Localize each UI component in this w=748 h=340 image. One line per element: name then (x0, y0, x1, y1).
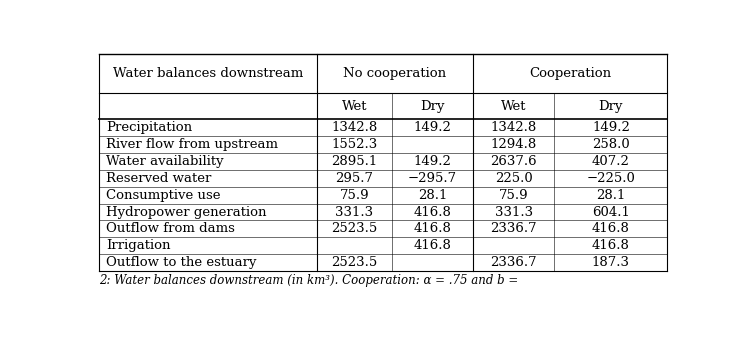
Text: −225.0: −225.0 (586, 172, 635, 185)
Text: 2336.7: 2336.7 (491, 256, 537, 269)
Text: Reserved water: Reserved water (106, 172, 212, 185)
Text: −295.7: −295.7 (408, 172, 457, 185)
Text: Wet: Wet (501, 100, 527, 113)
Text: 1342.8: 1342.8 (331, 121, 378, 134)
Text: 2637.6: 2637.6 (491, 155, 537, 168)
Text: 416.8: 416.8 (414, 239, 452, 252)
Text: Dry: Dry (420, 100, 445, 113)
Text: 187.3: 187.3 (592, 256, 630, 269)
Text: 1342.8: 1342.8 (491, 121, 537, 134)
Text: Wet: Wet (342, 100, 367, 113)
Text: 416.8: 416.8 (414, 222, 452, 235)
Text: Hydropower generation: Hydropower generation (106, 206, 267, 219)
Text: 258.0: 258.0 (592, 138, 630, 151)
Text: 407.2: 407.2 (592, 155, 630, 168)
Text: 604.1: 604.1 (592, 206, 630, 219)
Text: 28.1: 28.1 (596, 189, 625, 202)
Text: 331.3: 331.3 (494, 206, 533, 219)
Text: Dry: Dry (598, 100, 623, 113)
Text: Outflow to the estuary: Outflow to the estuary (106, 256, 257, 269)
Text: 2523.5: 2523.5 (331, 222, 378, 235)
Text: 2: Water balances downstream (in km³). Cooperation: α = .75 and b =: 2: Water balances downstream (in km³). C… (99, 274, 518, 287)
Text: 28.1: 28.1 (418, 189, 447, 202)
Text: 75.9: 75.9 (340, 189, 370, 202)
Text: Irrigation: Irrigation (106, 239, 171, 252)
Text: 416.8: 416.8 (592, 222, 630, 235)
Text: Cooperation: Cooperation (530, 67, 611, 80)
Text: 75.9: 75.9 (499, 189, 529, 202)
Text: Water availability: Water availability (106, 155, 224, 168)
Text: 416.8: 416.8 (414, 206, 452, 219)
Text: 2895.1: 2895.1 (331, 155, 378, 168)
Text: 416.8: 416.8 (592, 239, 630, 252)
Text: Precipitation: Precipitation (106, 121, 192, 134)
Text: 149.2: 149.2 (414, 155, 452, 168)
Text: Outflow from dams: Outflow from dams (106, 222, 235, 235)
Text: 331.3: 331.3 (335, 206, 373, 219)
Text: 1294.8: 1294.8 (491, 138, 537, 151)
Text: 295.7: 295.7 (335, 172, 373, 185)
Text: Consumptive use: Consumptive use (106, 189, 221, 202)
Text: 1552.3: 1552.3 (331, 138, 378, 151)
Text: 2523.5: 2523.5 (331, 256, 378, 269)
Text: River flow from upstream: River flow from upstream (106, 138, 278, 151)
Text: 225.0: 225.0 (495, 172, 533, 185)
Text: No cooperation: No cooperation (343, 67, 447, 80)
Text: 149.2: 149.2 (592, 121, 630, 134)
Text: 2336.7: 2336.7 (491, 222, 537, 235)
Text: 149.2: 149.2 (414, 121, 452, 134)
Text: Water balances downstream: Water balances downstream (113, 67, 303, 80)
